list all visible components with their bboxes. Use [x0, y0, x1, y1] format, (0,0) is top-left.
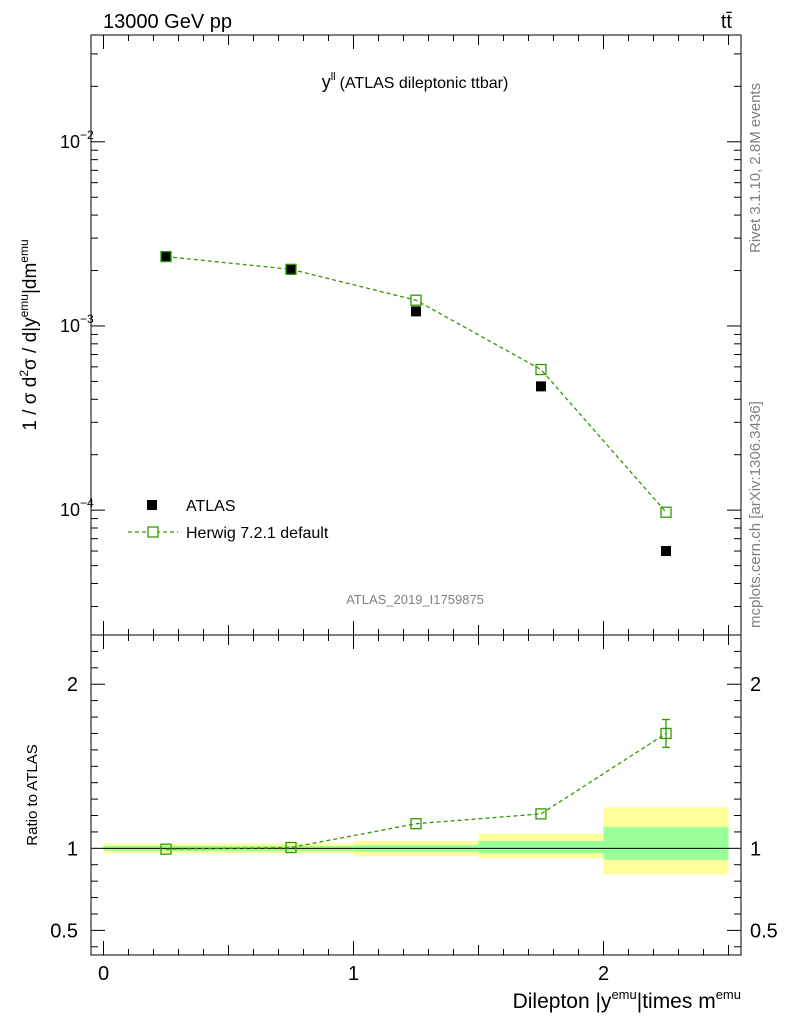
atlas-point: [536, 381, 546, 392]
atlas-point: [161, 251, 171, 262]
herwig-point: [660, 506, 672, 518]
main-y-tick-label: 10−4: [60, 496, 94, 520]
atlas-point: [411, 306, 421, 317]
main-series-layer: [160, 250, 672, 557]
ratio-plot-panel: 0.5 0.5 1 1 2 2 0 1 2 Ratio to ATLAS Dilepton |…: [24, 634, 778, 1013]
herwig-ratio-point: [535, 808, 547, 820]
ratio-uncertainty-bands: [103, 807, 729, 875]
legend-atlas-marker: [147, 500, 157, 510]
ratio-y-tick-label-right: 2: [750, 674, 761, 696]
herwig-line: [165, 255, 667, 513]
main-frame: [90, 34, 742, 636]
legend-atlas-label: ATLAS: [186, 498, 236, 515]
x-axis-label: Dilepton |yemu|times memu: [513, 987, 741, 1013]
energy-label: 13000 GeV pp: [103, 11, 232, 33]
herwig-ratio-point: [410, 818, 422, 830]
atlas-point: [286, 264, 296, 275]
legend: ATLAS Herwig 7.2.1 default: [128, 498, 329, 542]
ratio-band-green: [478, 840, 604, 854]
legend-herwig-marker: [147, 526, 159, 538]
herwig-ratio-point: [285, 841, 297, 854]
atlas-point: [661, 546, 671, 557]
ratio-series-layer: [160, 718, 672, 855]
herwig-ratio-line: [165, 732, 667, 850]
ratio-x-tick-label: 0: [98, 963, 109, 985]
herwig-ratio-point: [160, 843, 172, 855]
ratio-y-tick-labels: 0.5 0.5 1 1 2 2: [50, 674, 778, 942]
main-y-axis-label: 1 / σ d2σ / d|yemu|dmemu: [17, 239, 41, 430]
ratio-y-tick-label-left: 0.5: [50, 920, 78, 942]
plot-title: yll (ATLAS dileptonic ttbar): [322, 71, 509, 92]
herwig-point: [285, 263, 297, 275]
ratio-x-tick-labels: 0 1 2: [98, 963, 609, 985]
ratio-y-axis-label: Ratio to ATLAS: [24, 744, 41, 845]
main-y-tick-label: 10−3: [60, 312, 94, 336]
process-label: tt̄: [721, 11, 733, 33]
analysis-id-label: ATLAS_2019_I1759875: [346, 592, 484, 607]
legend-herwig-label: Herwig 7.2.1 default: [186, 525, 329, 542]
herwig-ratio-point: [660, 727, 672, 740]
rivet-version-label: Rivet 3.1.10, 2.8M events: [747, 83, 764, 253]
main-axis-ticks: [91, 35, 741, 635]
ratio-band-green: [603, 827, 729, 860]
ratio-axis-ticks: [91, 635, 741, 955]
herwig-point: [535, 363, 547, 376]
herwig-point: [160, 250, 172, 263]
main-y-tick-labels: 10−4 10−3 10−2: [60, 128, 94, 520]
herwig-point: [410, 294, 422, 306]
ratio-y-tick-label-left: 2: [67, 674, 78, 696]
ratio-y-tick-label-right: 1: [750, 838, 761, 860]
ratio-x-tick-label: 1: [348, 963, 359, 985]
main-y-tick-label: 10−2: [60, 128, 94, 152]
ratio-frame: [90, 634, 742, 956]
mcplots-label: mcplots.cern.ch [arXiv:1306.3436]: [747, 401, 764, 628]
ratio-y-tick-label-right: 0.5: [750, 920, 778, 942]
ratio-x-tick-label: 2: [598, 963, 609, 985]
ratio-y-tick-label-left: 1: [67, 838, 78, 860]
main-plot-panel: 10−4 10−3 10−2 yll (ATLAS dileptonic ttbar)…: [17, 34, 742, 636]
